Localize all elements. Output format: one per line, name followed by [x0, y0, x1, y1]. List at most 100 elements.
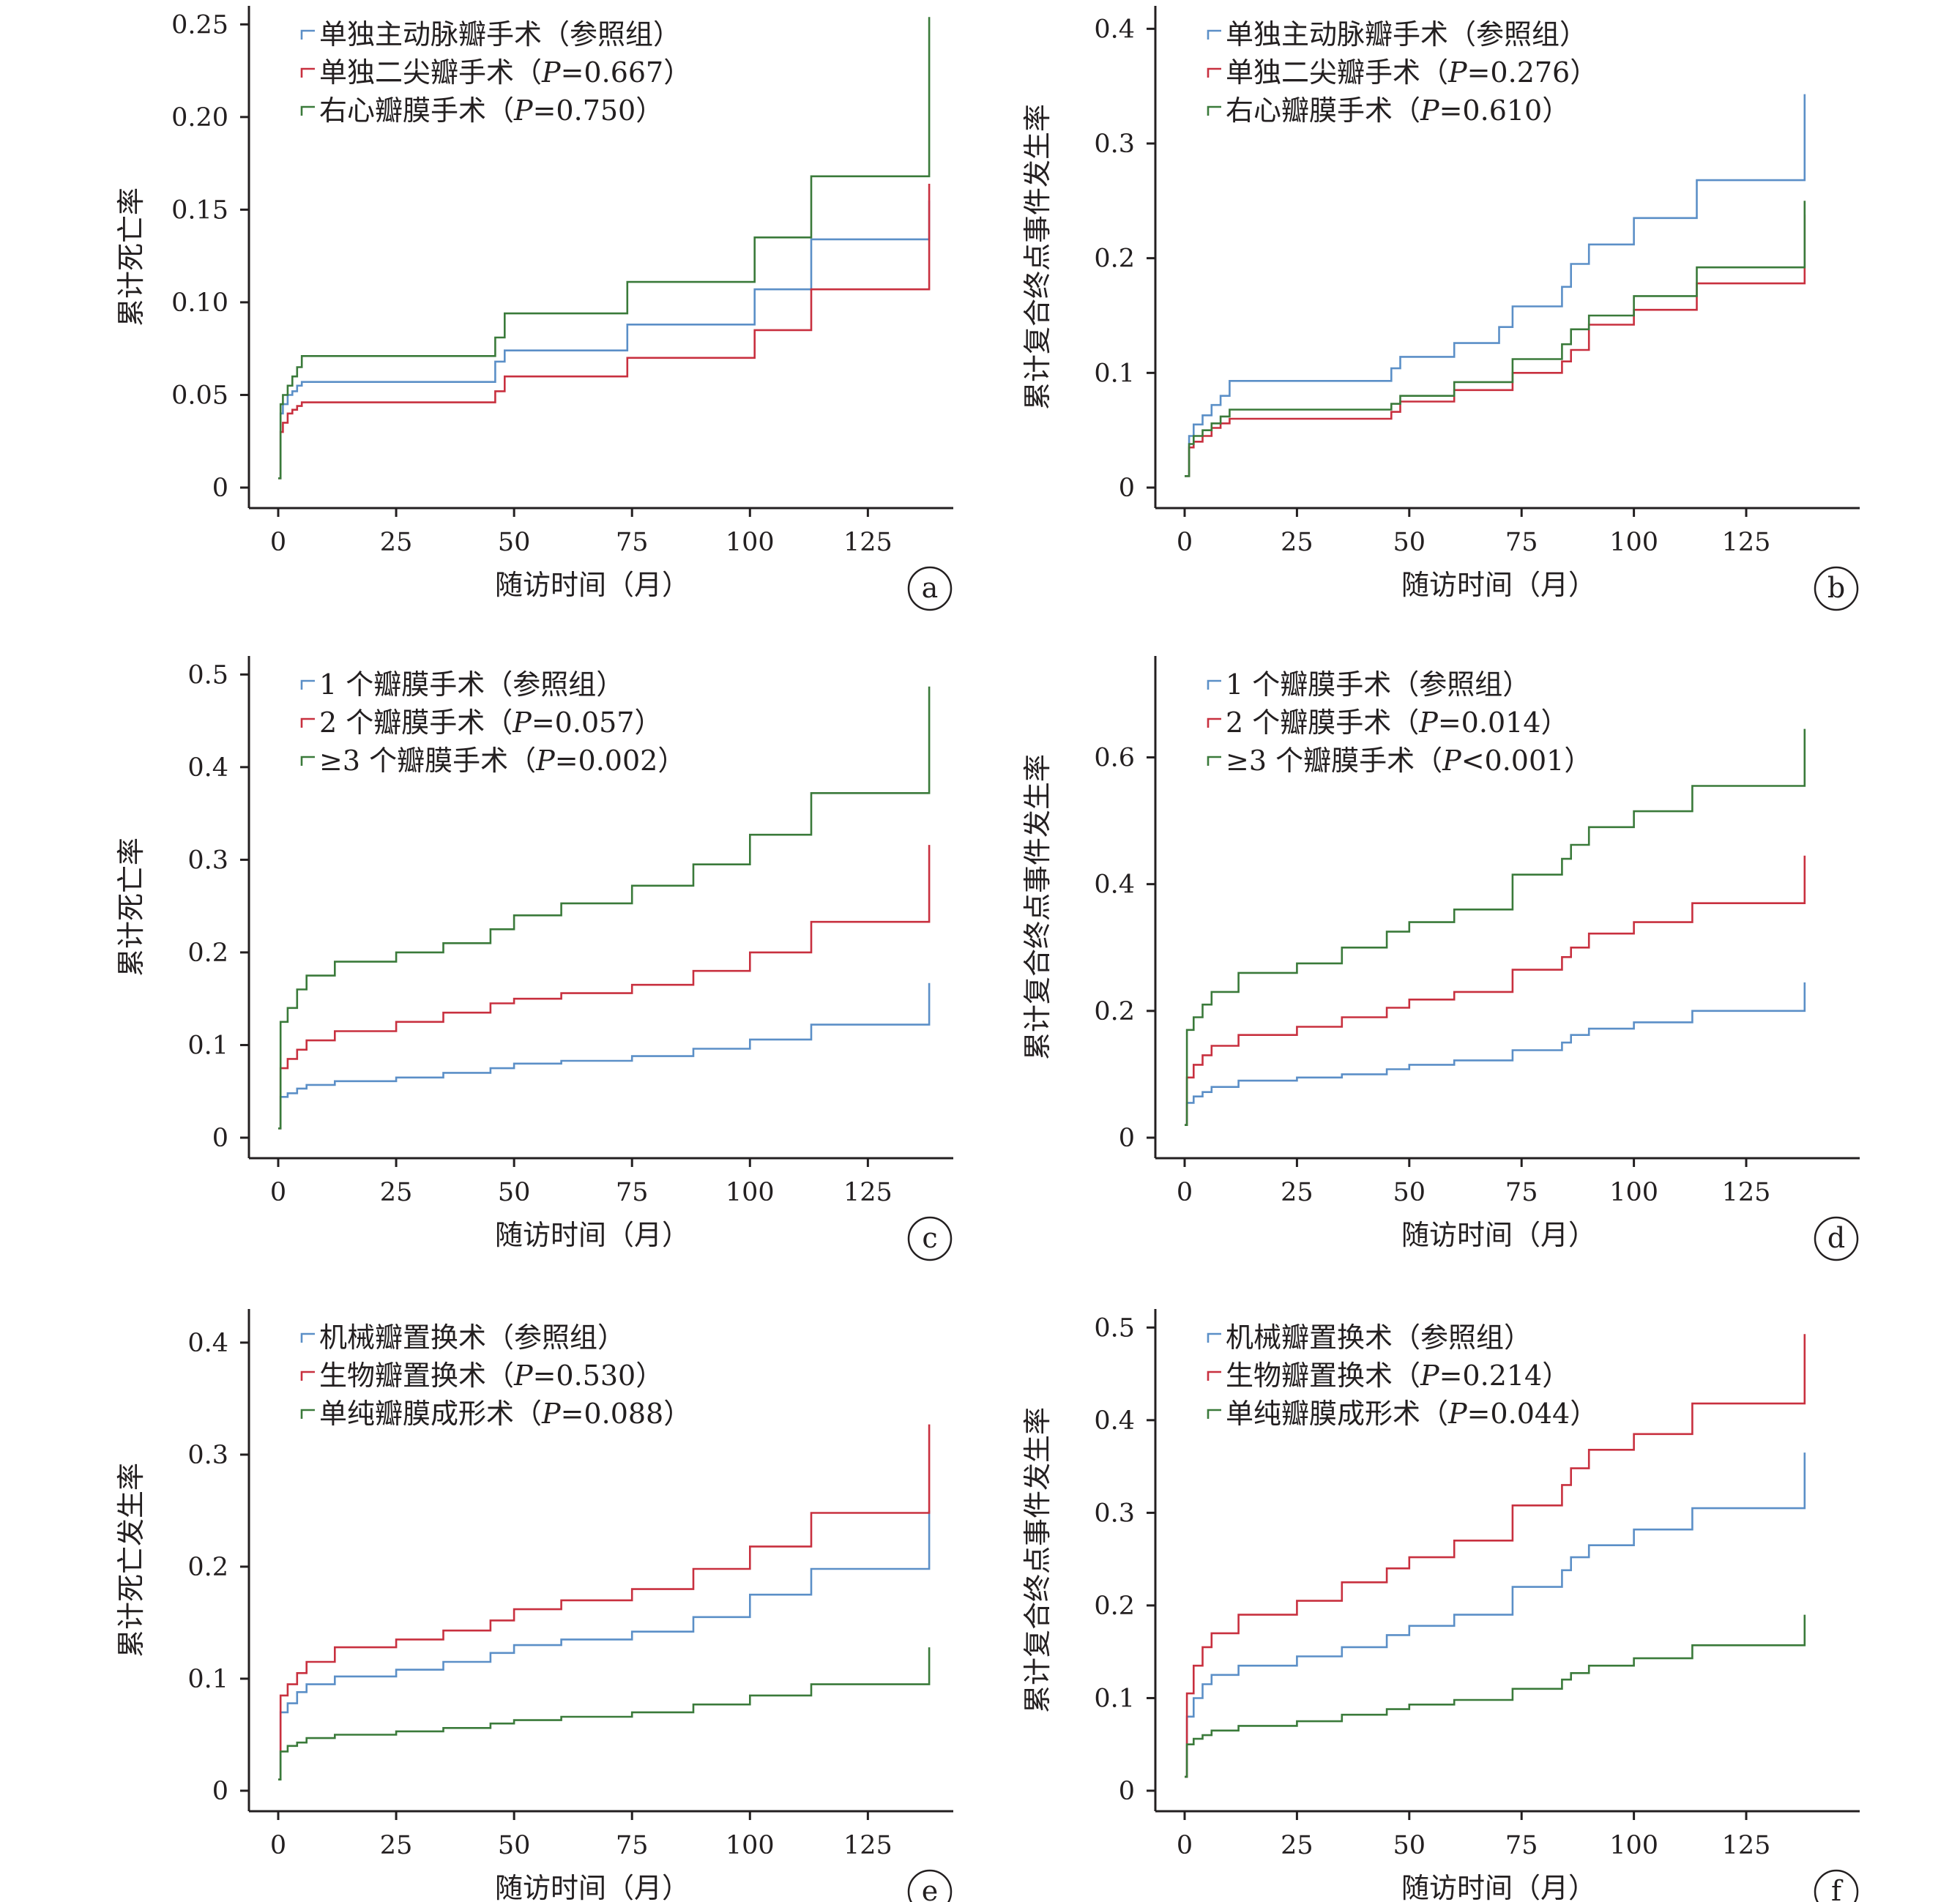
- x-axis-title: 随访时间（月）: [495, 1872, 690, 1902]
- legend-label: 1 个瓣膜手术（参照组）: [319, 668, 624, 701]
- series-line-blue: [278, 200, 931, 480]
- x-tick-label: 100: [1609, 1178, 1658, 1207]
- legend-swatch-green: [300, 1409, 315, 1419]
- legend-label: 生物瓣置换术（P=0.214）: [1226, 1360, 1570, 1392]
- legend-label-part: 单独主动脉瓣手术（参照组）: [319, 18, 681, 51]
- panel-letter: f: [1831, 1875, 1844, 1902]
- x-tick-label: 25: [380, 528, 413, 557]
- series-line-green: [1185, 1614, 1806, 1778]
- x-tick-label: 0: [1177, 1831, 1193, 1860]
- x-tick-label: 25: [1281, 1831, 1314, 1860]
- x-tick-label: 50: [498, 528, 531, 557]
- legend-label-part: 2 个瓣膜手术（: [319, 706, 513, 739]
- chart-panel-f: 0 25 50 75 100 125 0 0.1 0.2 0.3 0.4 0.5 随访时间（月） 累计复合…: [1021, 1309, 1860, 1902]
- x-tick-label: 100: [726, 1831, 775, 1860]
- y-tick-label: 0.2: [1094, 1592, 1135, 1621]
- x-tick-label: 125: [843, 1831, 893, 1860]
- x-tick-label: 125: [1722, 1831, 1771, 1860]
- panel-letter-circle: [907, 1869, 953, 1902]
- legend-label-part: =0.667）: [561, 56, 692, 89]
- legend-label-part: 单独二尖瓣手术（: [1226, 56, 1448, 89]
- y-tick-label: 0.10: [171, 288, 228, 318]
- y-axis-title: 累计复合终点事件发生率: [1021, 754, 1054, 1060]
- y-tick-label: 0.1: [187, 1031, 228, 1060]
- x-tick-label: 50: [1393, 528, 1426, 557]
- legend-label-part: =0.044）: [1467, 1398, 1598, 1430]
- legend-label-part: =0.214）: [1439, 1360, 1570, 1392]
- y-tick-label: 0.2: [1094, 245, 1135, 274]
- chart-panel-a: 0 25 50 75 100 125 0 0.05 0.10 0.15 0.20 0.25 随访时间（月…: [115, 6, 953, 611]
- x-tick-label: 0: [1177, 528, 1193, 557]
- x-tick-label: 75: [616, 528, 649, 557]
- legend-swatch-blue: [300, 29, 315, 40]
- panel-letter: c: [922, 1222, 937, 1254]
- legend-label-part: 机械瓣置换术（参照组）: [319, 1321, 625, 1354]
- y-tick-label: 0.1: [1094, 359, 1135, 388]
- x-tick-label: 125: [843, 528, 893, 557]
- legend-label-part: =0.750）: [533, 94, 664, 127]
- legend-label: ≥3 个瓣膜手术（P<0.001）: [1226, 745, 1592, 777]
- legend-swatch-green: [300, 105, 315, 116]
- legend-label-part: 右心瓣膜手术（: [1226, 94, 1420, 127]
- series-line-blue: [278, 1510, 931, 1780]
- legend-swatch-red: [300, 1370, 315, 1381]
- legend-label-part: 1 个瓣膜手术（参照组）: [319, 668, 624, 701]
- legend-label: 单独主动脉瓣手术（参照组）: [1226, 18, 1587, 51]
- legend-label-part: 单纯瓣膜成形术（: [1226, 1398, 1448, 1430]
- legend-swatch-blue: [1207, 679, 1221, 690]
- legend-swatch-blue: [300, 1332, 315, 1343]
- legend-swatch-blue: [1207, 29, 1221, 40]
- chart-panel-c: 0 25 50 75 100 125 0 0.1 0.2 0.3 0.4 0.5 随访时间（月） 累计死亡…: [115, 656, 953, 1261]
- series-line-red: [1185, 855, 1806, 1126]
- legend-label-part: 机械瓣置换术（参照组）: [1226, 1321, 1532, 1354]
- x-tick-label: 0: [270, 1831, 286, 1860]
- x-tick-label: 125: [1722, 528, 1771, 557]
- y-tick-label: 0: [212, 1777, 228, 1806]
- y-tick-label: 0.20: [171, 103, 228, 133]
- x-tick-label: 100: [726, 528, 775, 557]
- legend-label: ≥3 个瓣膜手术（P=0.002）: [319, 745, 685, 777]
- legend-label-part: P: [541, 1398, 562, 1430]
- x-tick-label: 50: [498, 1831, 531, 1860]
- y-tick-label: 0.1: [1094, 1684, 1135, 1713]
- legend-label: 生物瓣置换术（P=0.530）: [319, 1360, 663, 1392]
- legend-swatch-red: [300, 717, 315, 728]
- series-line-green: [1185, 728, 1806, 1126]
- x-tick-label: 100: [1609, 528, 1658, 557]
- x-tick-label: 25: [380, 1178, 413, 1207]
- x-axis-title: 随访时间（月）: [495, 569, 690, 601]
- legend-label: 单独主动脉瓣手术（参照组）: [319, 18, 681, 51]
- legend-label-part: P: [1447, 56, 1468, 89]
- chart-panel-e: 0 25 50 75 100 125 0 0.1 0.2 0.3 0.4 随访时间（月） 累计死亡发生率…: [115, 1309, 953, 1902]
- series-line-red: [1185, 1334, 1806, 1778]
- legend-label-part: =0.276）: [1467, 56, 1598, 89]
- y-axis-title: 累计复合终点事件发生率: [1021, 1407, 1054, 1713]
- legend-label-part: 右心瓣膜手术（: [319, 94, 514, 127]
- y-tick-label: 0.3: [1094, 130, 1135, 159]
- x-tick-label: 100: [726, 1178, 775, 1207]
- x-tick-label: 50: [1393, 1178, 1426, 1207]
- chart-panel-d: 0 25 50 75 100 125 0 0.2 0.4 0.6 随访时间（月） 累计复合终点事件发生…: [1021, 656, 1860, 1261]
- legend-swatch-green: [300, 756, 315, 766]
- legend-swatch-green: [1207, 1409, 1221, 1419]
- panel-letter-circle: [1814, 566, 1859, 611]
- y-tick-label: 0.3: [1094, 1499, 1135, 1528]
- panel-letter-circle: [1814, 1869, 1859, 1902]
- series-line-blue: [1185, 94, 1806, 477]
- y-tick-label: 0.2: [187, 939, 228, 968]
- panel-letter-circle: [907, 1216, 953, 1261]
- legend-label-part: <0.001）: [1461, 745, 1592, 777]
- x-tick-label: 75: [1505, 1831, 1538, 1860]
- legend-label-part: 单独二尖瓣手术（: [319, 56, 542, 89]
- series-line-blue: [278, 982, 931, 1130]
- legend-label: 单独二尖瓣手术（P=0.667）: [319, 56, 691, 89]
- series-line-blue: [1185, 982, 1806, 1126]
- y-tick-label: 0.25: [171, 10, 228, 40]
- y-tick-label: 0.5: [187, 660, 228, 690]
- legend-label-part: P: [535, 745, 556, 777]
- x-axis-title: 随访时间（月）: [495, 1219, 690, 1251]
- x-tick-label: 75: [616, 1831, 649, 1860]
- legend-label-part: 生物瓣置换术（: [319, 1360, 514, 1392]
- y-tick-label: 0.3: [187, 846, 228, 875]
- legend-swatch-red: [1207, 717, 1221, 728]
